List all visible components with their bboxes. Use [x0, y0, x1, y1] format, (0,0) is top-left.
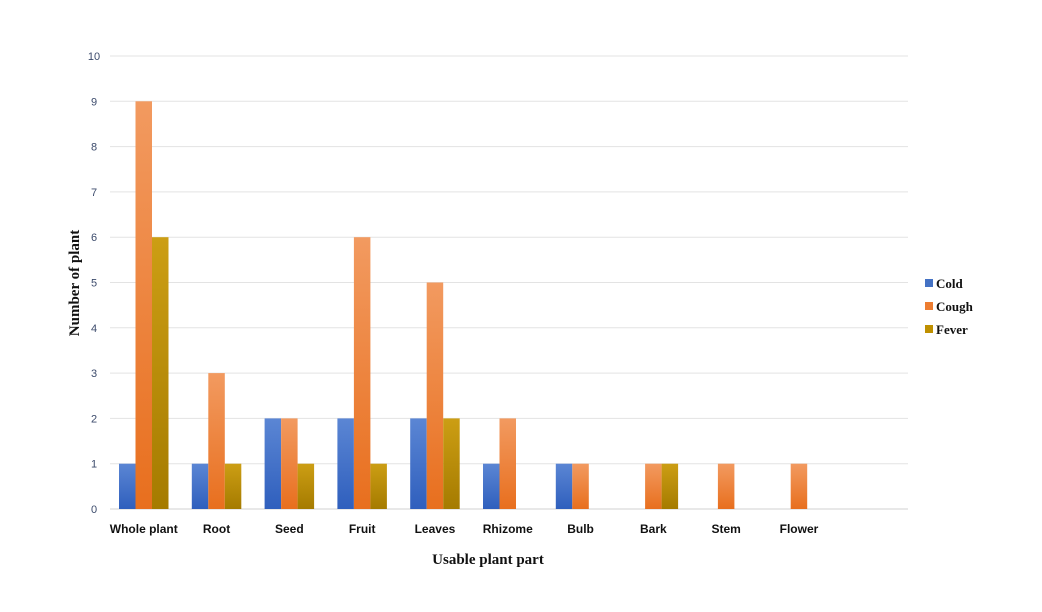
bar-cold-bulb	[555, 463, 573, 509]
bar-cough-flower	[790, 463, 808, 509]
bar-cold-seed	[264, 418, 282, 509]
y-tick-label: 9	[91, 96, 97, 108]
y-tick-label: 5	[91, 278, 97, 290]
gridlines	[110, 55, 908, 510]
bars	[119, 101, 808, 510]
y-tick-label: 8	[91, 142, 97, 154]
bar-cold-rhizome	[483, 463, 500, 509]
bar-cough-stem	[717, 463, 735, 509]
y-axis-title: Number of plant	[67, 230, 83, 336]
x-tick-label: Whole plant	[110, 522, 178, 536]
bar-cough-rhizome	[499, 418, 516, 509]
legend-label-cough: Cough	[936, 299, 974, 314]
legend-swatch-cough	[925, 302, 933, 310]
y-tick-label: 6	[91, 232, 97, 244]
y-tick-label: 0	[91, 504, 97, 516]
legend-label-fever: Fever	[936, 322, 968, 337]
y-axis-ticks: 0 1 2 3 4 5 6 7 8 9 10	[88, 51, 100, 516]
bar-cough-fruit	[353, 237, 371, 509]
bar-fever-seed	[297, 463, 315, 509]
legend-label-cold: Cold	[936, 276, 964, 291]
x-tick-label: Fruit	[349, 522, 376, 536]
legend: Cold Cough Fever	[925, 276, 974, 337]
x-tick-label: Rhizome	[483, 522, 533, 536]
bar-cold-fruit	[337, 418, 354, 509]
bar-fever-leaves	[443, 418, 460, 509]
y-tick-label: 2	[91, 413, 97, 425]
bar-fever-root	[224, 463, 242, 509]
x-axis-ticks: Whole plant Root Seed Fruit Leaves Rhizome Bul…	[110, 522, 819, 536]
x-axis-title: Usable plant part	[432, 552, 544, 568]
x-tick-label: Leaves	[415, 522, 456, 536]
bar-cold-whole-plant	[119, 463, 136, 509]
legend-swatch-fever	[925, 325, 933, 333]
y-tick-label: 10	[88, 51, 100, 63]
bar-fever-whole-plant	[152, 237, 169, 509]
y-tick-label: 3	[91, 368, 97, 380]
bar-cough-root	[208, 373, 225, 509]
x-tick-label: Flower	[780, 522, 819, 536]
y-tick-label: 1	[91, 459, 97, 471]
bar-cough-bulb	[572, 463, 589, 509]
y-tick-label: 7	[91, 187, 97, 199]
x-tick-label: Seed	[275, 522, 304, 536]
bar-fever-bark	[661, 463, 679, 509]
x-tick-label: Stem	[711, 522, 740, 536]
bar-cold-leaves	[410, 418, 427, 509]
y-tick-label: 4	[91, 323, 97, 335]
bar-cough-leaves	[426, 282, 444, 509]
bar-cough-seed	[281, 418, 298, 509]
x-tick-label: Bulb	[567, 522, 594, 536]
legend-swatch-cold	[925, 279, 933, 287]
x-tick-label: Bark	[640, 522, 667, 536]
bar-cough-bark	[645, 463, 662, 509]
bar-cough-whole-plant	[135, 101, 152, 510]
x-tick-label: Root	[203, 522, 230, 536]
bar-cold-root	[191, 463, 209, 509]
bar-fever-fruit	[370, 463, 387, 509]
